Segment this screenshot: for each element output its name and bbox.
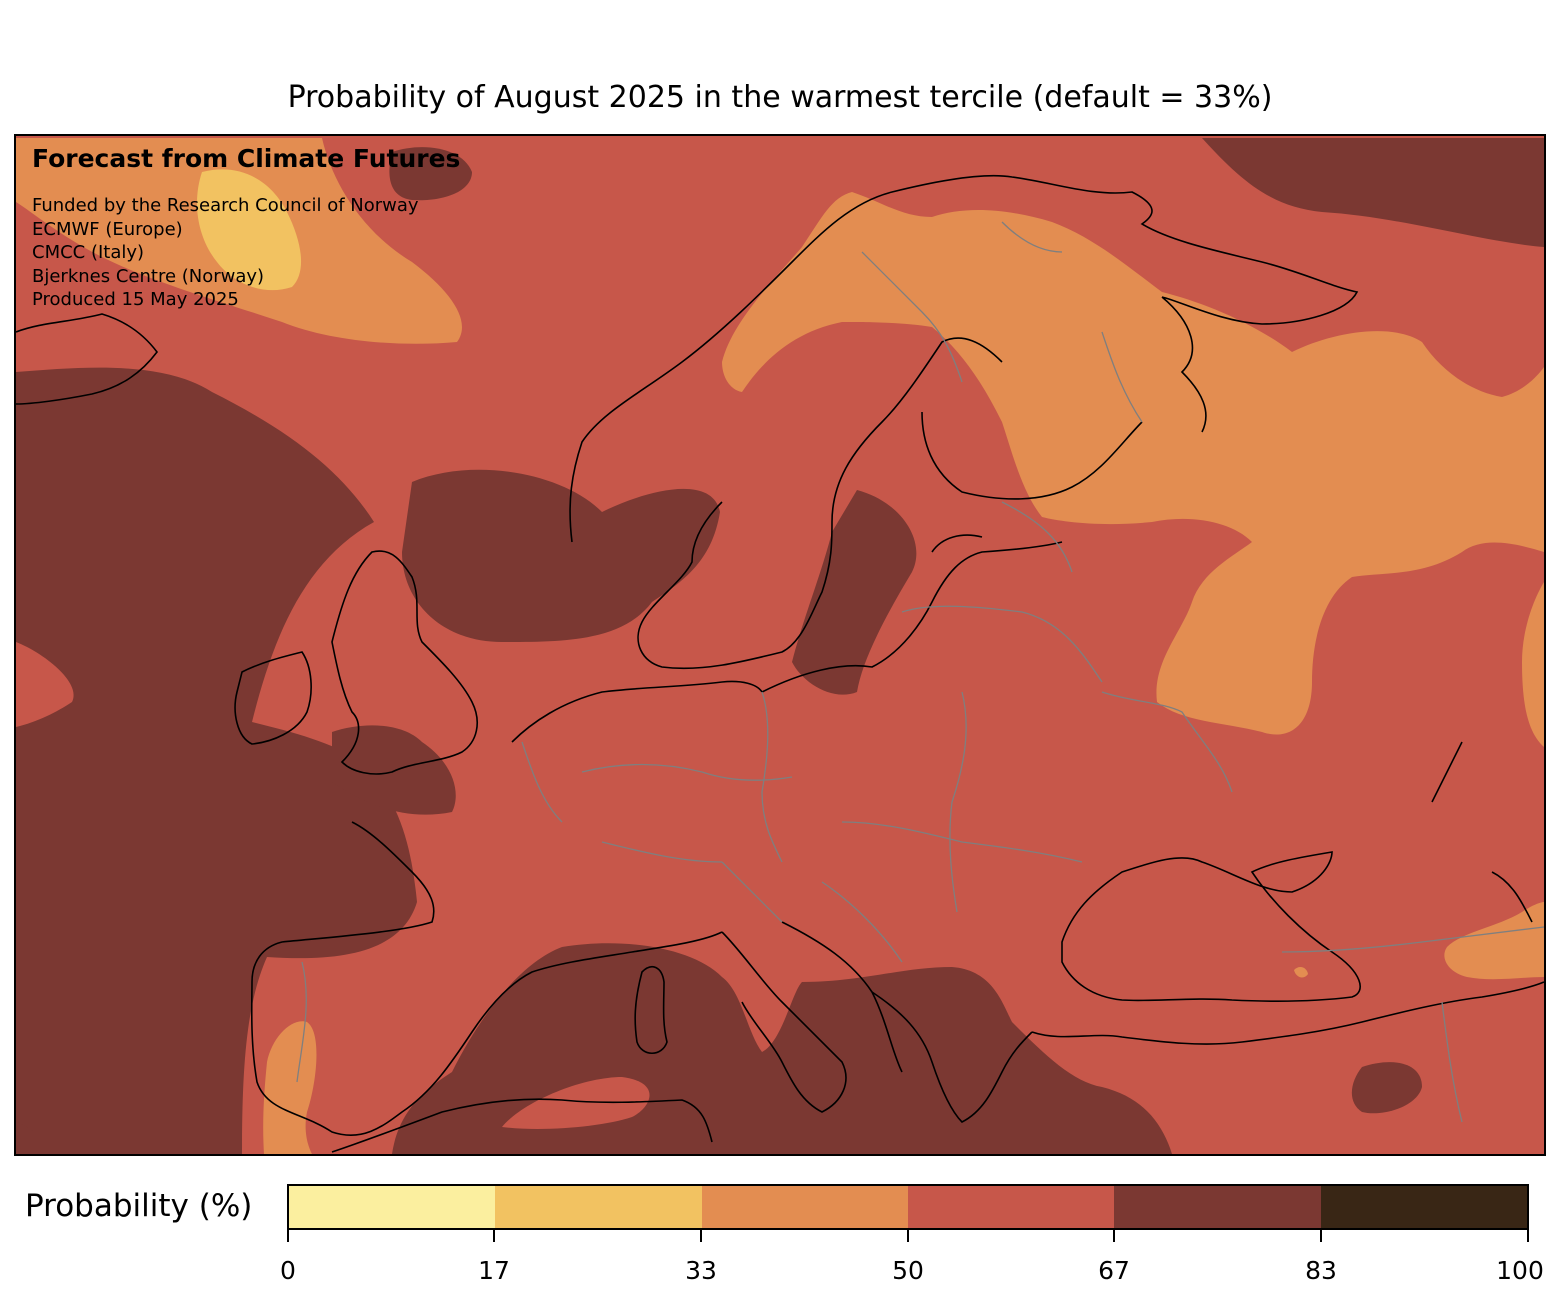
- zone-dark-turkey: [1351, 1062, 1422, 1114]
- colorbar-segment: [1114, 1186, 1321, 1228]
- colorbar: [287, 1184, 1529, 1230]
- colorbar-tick: [700, 1230, 702, 1242]
- zone-mid-iberia: [263, 1021, 317, 1154]
- colorbar-tick-label: 83: [1305, 1256, 1337, 1285]
- colorbar-tick: [1320, 1230, 1322, 1242]
- map-canvas: [16, 138, 1544, 1154]
- colorbar-segment: [495, 1186, 702, 1228]
- colorbar-tick-label: 50: [892, 1256, 924, 1285]
- zone-dark-north-spot: [389, 147, 472, 201]
- coast-italy: [721, 921, 903, 1113]
- zone-dark-corner: [16, 1122, 50, 1154]
- colorbar-tick: [1527, 1230, 1529, 1242]
- zone-light-west: [16, 642, 74, 727]
- coast-western-europe: [250, 680, 763, 1136]
- colorbar-label: Probability (%): [25, 1188, 253, 1224]
- credit-line: ECMWF (Europe): [32, 218, 183, 240]
- zone-dark-baltic: [792, 490, 917, 695]
- country-borders: [296, 221, 1544, 1123]
- coast-baltic: [761, 534, 1063, 693]
- coast-caspian: [1431, 741, 1533, 923]
- coast-balkans-greece: [871, 991, 1033, 1123]
- colorbar-segment: [907, 1186, 1115, 1228]
- colorbar-tick-label: 67: [1098, 1256, 1130, 1285]
- probability-zones: [16, 138, 1544, 1154]
- credit-line: Produced 15 May 2025: [32, 289, 239, 310]
- colorbar-tick: [287, 1230, 289, 1242]
- coast-ireland: [234, 651, 312, 745]
- colorbar-segment: [1320, 1186, 1527, 1228]
- credit-line: Funded by the Research Council of Norway: [32, 195, 419, 216]
- coast-north-africa: [331, 1098, 713, 1153]
- colorbar-segment: [289, 1186, 496, 1228]
- colorbar-segment: [701, 1186, 908, 1228]
- zone-mid-scand: [722, 192, 1544, 735]
- zone-light-nw: [197, 169, 302, 291]
- zone-mid-blacksea-spot: [1294, 967, 1308, 978]
- credit-line: Bjerknes Centre (Norway): [32, 265, 265, 287]
- zone-dark-atlantic: [16, 367, 417, 1154]
- coastlines: [16, 174, 1544, 1153]
- info-heading: Forecast from Climate Futures: [32, 144, 461, 173]
- colorbar-tick: [907, 1230, 909, 1242]
- colorbar-tick-label: 17: [478, 1256, 510, 1285]
- zone-dark-ne: [1202, 138, 1544, 247]
- colorbar-tick-label: 33: [685, 1256, 717, 1285]
- colorbar-tick-label: 0: [280, 1256, 296, 1285]
- colorbar-tick-label: 100: [1496, 1256, 1544, 1285]
- colorbar-tick: [493, 1230, 495, 1242]
- zone-mid-east: [1522, 582, 1544, 747]
- coast-anatolia: [1031, 981, 1544, 1045]
- coast-iceland: [16, 313, 159, 405]
- colorbar-tick: [1113, 1230, 1115, 1242]
- zone-lighter-med: [502, 1077, 650, 1129]
- map-title: Probability of August 2025 in the warmes…: [287, 80, 1273, 115]
- coast-sardinia-corsica: [634, 966, 668, 1055]
- zone-dark-northsea: [402, 469, 720, 642]
- forecast-map: Forecast from Climate Futures Funded by …: [14, 134, 1546, 1156]
- coast-scandinavia: [569, 174, 1359, 670]
- zone-dark-celtic: [332, 725, 456, 815]
- coast-britain: [331, 550, 478, 775]
- credit-line: CMCC (Italy): [32, 242, 145, 263]
- zone-mid-caspian: [1444, 902, 1544, 980]
- coast-black-sea: [1061, 851, 1361, 1003]
